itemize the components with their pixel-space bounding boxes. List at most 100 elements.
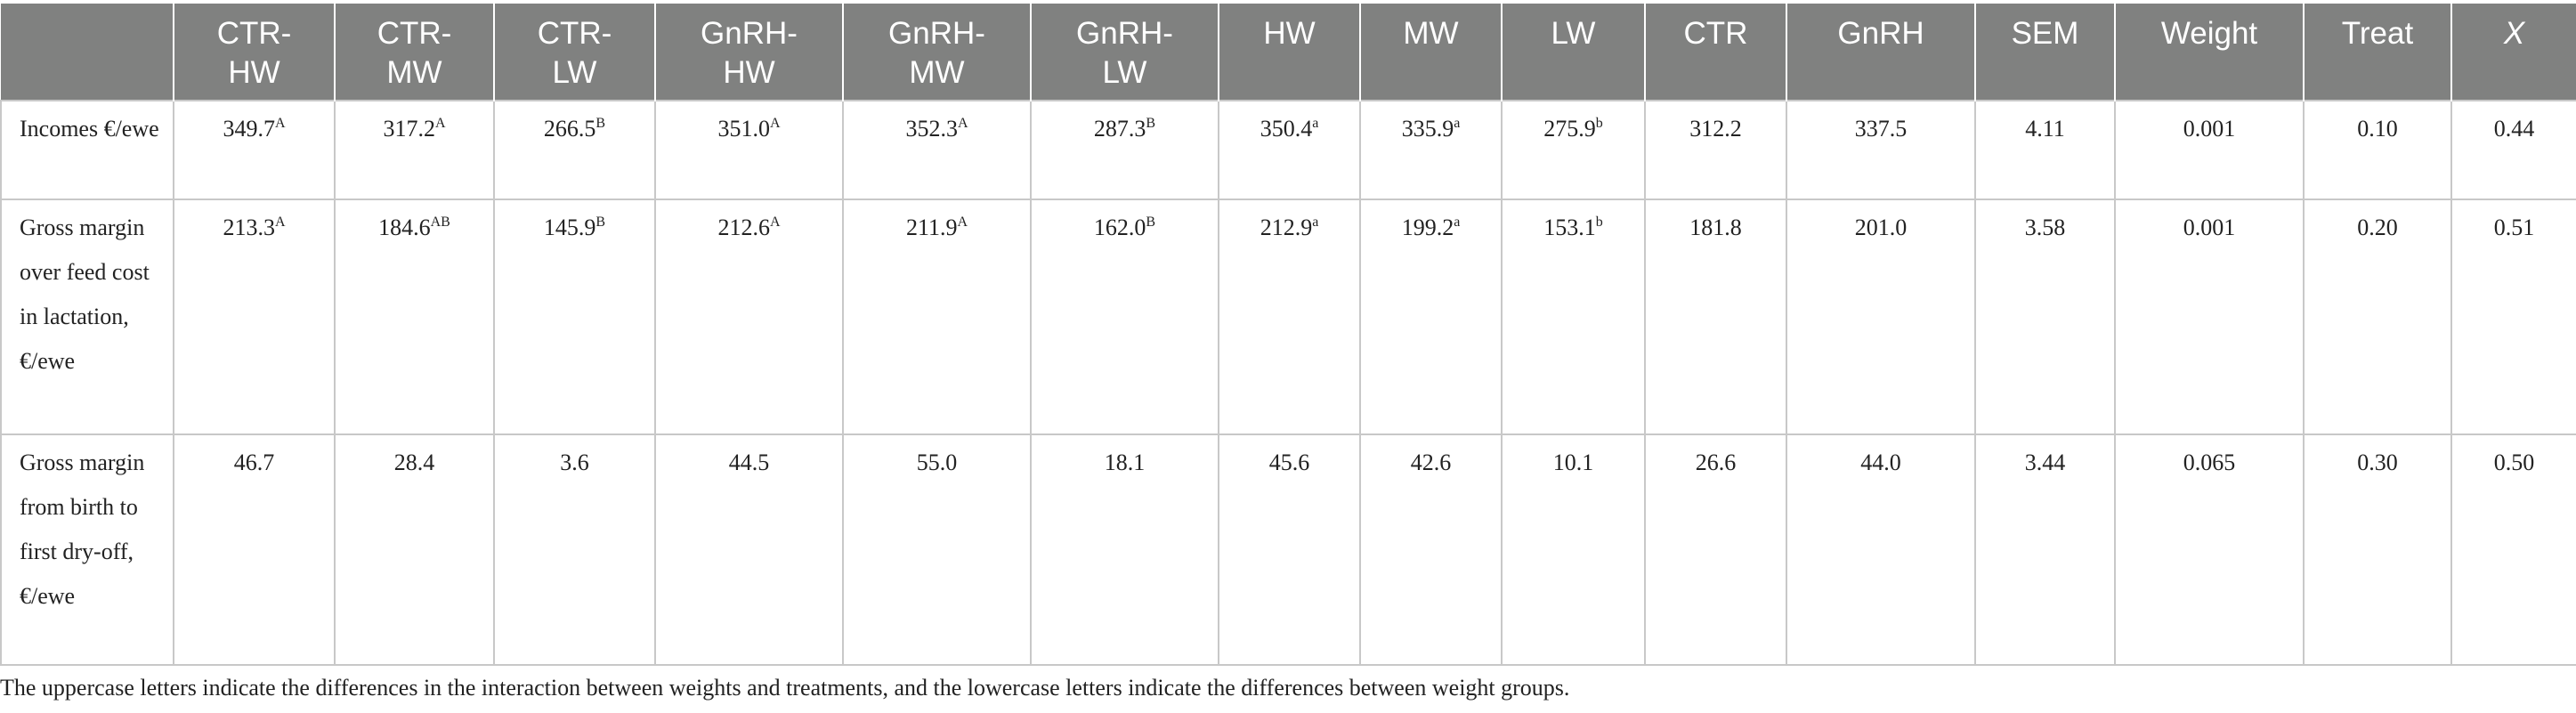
cell: 212.6A	[654, 199, 844, 435]
cell: 201.0	[1786, 199, 1976, 435]
cell: 317.2A	[334, 100, 495, 200]
cell: 10.1	[1501, 433, 1646, 666]
superscript: a	[1312, 215, 1319, 230]
superscript: B	[595, 215, 606, 230]
header-cell: Treat	[2304, 4, 2452, 101]
data-table: CTR-HW CTR-MW CTR-LW GnRH-HW GnRH-MW GnRH-LW H…	[0, 4, 2576, 666]
cell: 3.6	[493, 433, 656, 666]
cell: 45.6	[1218, 433, 1361, 666]
superscript: A	[769, 116, 781, 131]
cell: 145.9B	[493, 199, 656, 435]
cell: 337.5	[1786, 100, 1976, 200]
cell: 211.9A	[842, 199, 1032, 435]
header-cell: HW	[1219, 4, 1361, 101]
cell-value: 44.0	[1860, 450, 1901, 475]
header-cell: MW	[1360, 4, 1503, 101]
superscript: A	[274, 116, 286, 131]
superscript: a	[1312, 116, 1319, 131]
cell: 44.5	[654, 433, 844, 666]
superscript: A	[769, 215, 781, 230]
cell-value: 266.5	[543, 116, 596, 142]
superscript: AB	[430, 215, 450, 230]
cell-value: 0.44	[2493, 116, 2535, 142]
cell-value: 0.20	[2357, 215, 2398, 240]
header-cell: LW	[1502, 4, 1646, 101]
cell-value: 145.9	[543, 215, 596, 240]
cell-value: 212.9	[1260, 215, 1313, 240]
header-cell: GnRH	[1786, 4, 1976, 101]
cell: 184.6AB	[334, 199, 495, 435]
header-row: CTR-HW CTR-MW CTR-LW GnRH-HW GnRH-MW GnRH-LW H…	[1, 4, 2576, 101]
cell: 0.30	[2303, 433, 2452, 666]
cell-value: 0.51	[2493, 215, 2535, 240]
cell: 3.58	[1974, 199, 2116, 435]
table-row: Gross margin from birth to first dry-off…	[0, 433, 2576, 666]
cell: 4.11	[1974, 100, 2116, 200]
cell-value: 3.44	[2024, 450, 2066, 475]
cell: 28.4	[334, 433, 495, 666]
superscript: b	[1595, 215, 1603, 230]
cell-value: 0.50	[2493, 450, 2535, 475]
superscript: a	[1454, 215, 1461, 230]
cell-value: 213.3	[223, 215, 275, 240]
cell: 0.065	[2114, 433, 2305, 666]
cell: 153.1b	[1501, 199, 1646, 435]
cell-value: 201.0	[1854, 215, 1908, 240]
superscript: b	[1595, 116, 1603, 131]
cell-value: 317.2	[383, 116, 435, 142]
header-cell: Weight	[2115, 4, 2305, 101]
superscript: A	[957, 215, 968, 230]
table-row: Incomes €/ewe 349.7A 317.2A 266.5B 351.0A 352…	[0, 100, 2576, 200]
cell-value: 26.6	[1695, 450, 1737, 475]
cell: 0.001	[2114, 199, 2305, 435]
cell-value: 18.1	[1104, 450, 1146, 475]
cell-value: 3.58	[2024, 215, 2066, 240]
cell-value: 199.2	[1401, 215, 1454, 240]
cell: 352.3A	[842, 100, 1032, 200]
superscript: A	[274, 215, 286, 230]
cell-value: 337.5	[1854, 116, 1908, 142]
cell-value: 312.2	[1689, 116, 1742, 142]
header-cell: CTR-MW	[335, 4, 495, 101]
header-cell: SEM	[1975, 4, 2116, 101]
cell: 199.2a	[1359, 199, 1503, 435]
row-label: Gross margin over feed cost in lactation…	[0, 199, 174, 435]
cell-value: 0.10	[2357, 116, 2398, 142]
cell-value: 55.0	[916, 450, 958, 475]
cell-value: 162.0	[1093, 215, 1146, 240]
cell-value: 350.4	[1260, 116, 1313, 142]
cell-value: 181.8	[1689, 215, 1742, 240]
cell: 0.20	[2303, 199, 2452, 435]
table-body: Incomes €/ewe 349.7A 317.2A 266.5B 351.0A 352…	[0, 100, 2576, 666]
cell-value: 45.6	[1268, 450, 1310, 475]
cell: 349.7A	[173, 100, 336, 200]
row-label: Incomes €/ewe	[0, 100, 174, 200]
cell: 212.9a	[1218, 199, 1361, 435]
cell-value: 44.5	[728, 450, 770, 475]
table-row: Gross margin over feed cost in lactation…	[0, 199, 2576, 435]
cell-value: 184.6	[378, 215, 431, 240]
page: CTR-HW CTR-MW CTR-LW GnRH-HW GnRH-MW GnRH-LW H…	[0, 4, 2576, 713]
cell: 0.44	[2450, 100, 2576, 200]
cell-value: 153.1	[1543, 215, 1596, 240]
cell: 0.001	[2114, 100, 2305, 200]
cell-value: 349.7	[223, 116, 275, 142]
superscript: A	[434, 116, 446, 131]
cell-value: 4.11	[2025, 116, 2065, 142]
superscript: a	[1454, 116, 1461, 131]
cell: 0.10	[2303, 100, 2452, 200]
cell: 266.5B	[493, 100, 656, 200]
cell-value: 0.001	[2183, 116, 2236, 142]
cell: 287.3B	[1030, 100, 1219, 200]
cell: 335.9a	[1359, 100, 1503, 200]
cell-value: 10.1	[1552, 450, 1594, 475]
cell-value: 212.6	[717, 215, 770, 240]
cell-value: 28.4	[393, 450, 435, 475]
cell: 213.3A	[173, 199, 336, 435]
header-cell: CTR-HW	[174, 4, 336, 101]
cell: 351.0A	[654, 100, 844, 200]
cell: 18.1	[1030, 433, 1219, 666]
cell: 26.6	[1644, 433, 1787, 666]
cell-value: 335.9	[1401, 116, 1454, 142]
cell: 0.50	[2450, 433, 2576, 666]
